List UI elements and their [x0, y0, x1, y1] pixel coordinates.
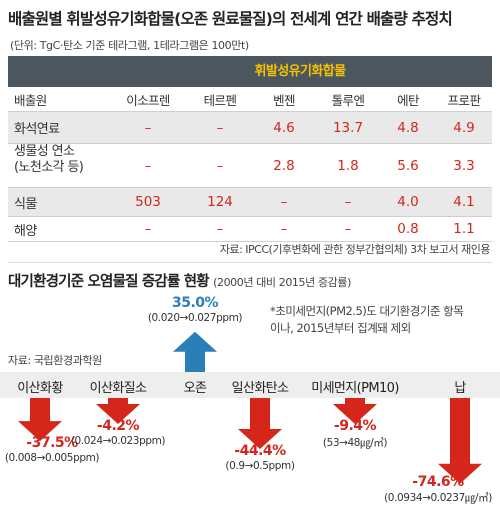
- chart-source: 자료: 국립환경과학원: [8, 354, 102, 367]
- table-cell: –: [216, 221, 224, 237]
- table-cell: –: [344, 221, 352, 237]
- unit-note: (단위: TgC·탄소 기준 테라그램, 1테라그램은 100만t): [10, 39, 249, 52]
- category-band: [0, 372, 500, 398]
- chart-footnote: *초미세먼지(PM2.5)도 대기환경기준 항목이나, 2015년부터 집계돼 …: [270, 304, 464, 335]
- range-label: (0.008→0.005ppm): [4, 452, 100, 465]
- table-cell: 4.0: [397, 194, 419, 210]
- table-row: 생물성 연소 (노천소각 등) – – 2.8 1.8 5.6 3.3: [8, 144, 492, 188]
- column-header: 프로판: [447, 92, 481, 108]
- value-label: -4.2%: [96, 418, 140, 434]
- main-title: 배출원별 휘발성유기화합물(오존 원료물질)의 전세계 연간 배출량 추정치: [8, 10, 453, 28]
- table-cell: –: [216, 119, 224, 136]
- section-divider: [8, 262, 492, 263]
- row-label-line1: 생물성 연소: [14, 144, 75, 159]
- change-arrow: [173, 331, 217, 372]
- table-cell: 503: [135, 194, 161, 210]
- table-cell: 124: [207, 194, 233, 210]
- group-header-label: 휘발성유기화합물: [254, 64, 346, 79]
- change-arrow: [96, 398, 140, 424]
- table-cell: 13.7: [332, 119, 364, 136]
- column-header: 에탄: [397, 92, 419, 108]
- row-label-line2: (노천소각 등): [14, 160, 84, 175]
- table-cell: –: [280, 194, 288, 210]
- range-label: (0.024→0.023ppm): [70, 435, 166, 447]
- table-cell: 4.6: [273, 119, 295, 136]
- table-row: 화석연료 – – 4.6 13.7 4.8 4.9: [8, 112, 492, 144]
- change-arrow: [333, 398, 377, 424]
- row-label: 생물성 연소 (노천소각 등): [8, 144, 108, 187]
- column-header: 벤젠: [273, 92, 295, 108]
- table-cell: –: [344, 194, 352, 210]
- column-header: 이소프렌: [126, 92, 170, 108]
- category-label: 이산화질소: [89, 381, 147, 396]
- range-label: (0.020→0.027ppm): [147, 311, 243, 324]
- category-label: 납: [454, 381, 466, 396]
- table-row: 식물 503 124 – – 4.0 4.1: [8, 188, 492, 217]
- table-cell: –: [280, 221, 288, 237]
- table-cell: 4.9: [453, 119, 475, 136]
- category-label: 미세먼지(PM10): [311, 381, 399, 396]
- range-label: (0.0934→0.0237㎍/㎥): [384, 491, 492, 504]
- row-label: 해양: [14, 223, 37, 239]
- table-cell: –: [144, 119, 152, 136]
- table-cell: –: [144, 157, 152, 174]
- table-cell: 1.8: [337, 157, 359, 174]
- category-label: 이산화황: [17, 381, 63, 396]
- table-cell: 3.3: [453, 157, 475, 174]
- range-label: (0.9→0.5ppm): [225, 460, 295, 473]
- value-label: -37.5%: [26, 435, 78, 452]
- table-cell: –: [216, 157, 224, 174]
- range-label: (53→48㎍/㎥): [322, 437, 388, 449]
- chart-subtitle: (2000년 대비 2015년 증감률): [213, 276, 351, 289]
- table-cell: 4.8: [397, 119, 419, 136]
- column-header: 테르펜: [203, 92, 237, 108]
- table-cell: 0.8: [397, 221, 419, 237]
- table-cell: 1.1: [453, 221, 475, 237]
- value-label: -44.4%: [234, 443, 286, 460]
- change-arrow: [438, 398, 482, 484]
- change-arrow: [238, 398, 282, 450]
- category-label: 일산화탄소: [231, 381, 289, 396]
- value-label: -9.4%: [333, 418, 377, 434]
- table-source: 자료: IPCC(기후변화에 관한 정부간협의체) 3차 보고서 재인용: [219, 243, 491, 256]
- table-cell: 4.1: [453, 194, 475, 210]
- table-header-row: 배출원 이소프렌 테르펜 벤젠 톨루엔 에탄 프로판: [8, 87, 492, 112]
- row-label: 식물: [14, 196, 37, 212]
- change-arrow: [18, 398, 62, 442]
- table-cell: 2.8: [273, 157, 295, 174]
- row-label: 화석연료: [14, 122, 60, 137]
- column-header: 배출원: [14, 92, 47, 108]
- chart-title: 대기환경기준 오염물질 증감률 현황 (2000년 대비 2015년 증감률): [8, 270, 351, 291]
- value-label: 35.0%: [171, 294, 219, 311]
- table-cell: 5.6: [397, 157, 419, 174]
- table-cell: –: [144, 221, 152, 237]
- column-header: 톨루엔: [331, 92, 365, 108]
- table-row: 해양 – – – – 0.8 1.1: [8, 217, 492, 242]
- chart-title-text: 대기환경기준 오염물질 증감률 현황: [8, 274, 210, 290]
- category-label: 오존: [183, 381, 207, 396]
- value-label: -74.6%: [412, 473, 464, 490]
- table-group-header: 휘발성유기화합물: [8, 56, 492, 87]
